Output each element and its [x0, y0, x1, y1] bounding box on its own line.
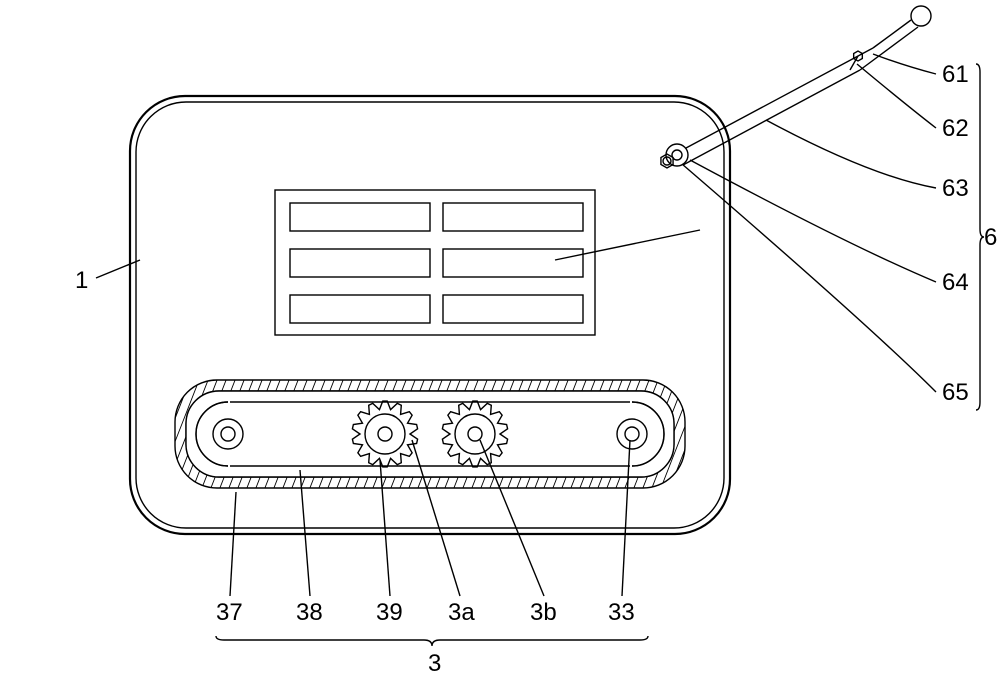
arm-bend-lower	[860, 27, 918, 70]
label-37: 37	[216, 599, 243, 626]
arm-tip	[911, 6, 931, 26]
label-3: 3	[428, 650, 441, 677]
vent-slot	[443, 295, 583, 323]
technical-diagram: 1616263646563738393a3b333	[0, 0, 1000, 689]
vent-slot	[290, 249, 430, 277]
label-65: 65	[942, 379, 969, 406]
leader-1	[96, 260, 140, 278]
leader-37	[230, 492, 236, 596]
leader-61	[873, 54, 936, 74]
vent-slot	[290, 203, 430, 231]
leader-64-ext	[555, 230, 700, 260]
label-61: 61	[942, 61, 969, 88]
vent-slot	[290, 295, 430, 323]
label-6: 6	[984, 224, 997, 251]
label-64: 64	[942, 269, 969, 296]
label-3a: 3a	[448, 599, 475, 626]
bracket-6	[976, 64, 984, 410]
label-33: 33	[608, 599, 635, 626]
label-39: 39	[376, 599, 403, 626]
vent-frame	[275, 190, 595, 335]
vent-slot	[443, 203, 583, 231]
label-3b: 3b	[530, 599, 557, 626]
label-62: 62	[942, 115, 969, 142]
arm-bend-upper	[873, 20, 911, 48]
label-1: 1	[75, 267, 88, 294]
bracket-3	[216, 636, 648, 646]
label-63: 63	[942, 175, 969, 202]
label-38: 38	[296, 599, 323, 626]
leader-63	[766, 120, 936, 188]
arm-upper	[686, 48, 873, 148]
vent-slot	[443, 249, 583, 277]
leader-62	[857, 64, 936, 128]
leader-65	[682, 164, 936, 392]
